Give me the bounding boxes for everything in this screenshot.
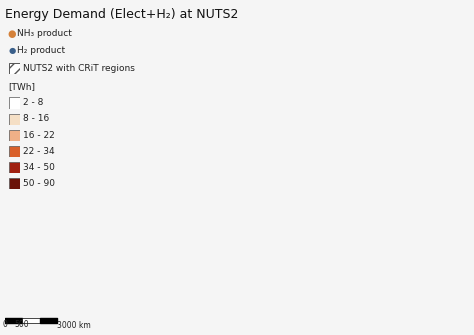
- Text: 0: 0: [2, 320, 7, 329]
- Text: 8 - 16: 8 - 16: [23, 115, 49, 123]
- Text: 3000 km: 3000 km: [57, 321, 91, 330]
- Text: H₂ product: H₂ product: [17, 47, 65, 55]
- Text: NUTS2 with CRiT regions: NUTS2 with CRiT regions: [23, 64, 135, 73]
- Text: 22 - 34: 22 - 34: [23, 147, 55, 155]
- Text: 34 - 50: 34 - 50: [23, 163, 55, 172]
- Text: 16 - 22: 16 - 22: [23, 131, 55, 139]
- Text: Energy Demand (Elect+H₂) at NUTS2: Energy Demand (Elect+H₂) at NUTS2: [5, 8, 238, 21]
- Text: 2 - 8: 2 - 8: [23, 98, 44, 107]
- Text: [TWh]: [TWh]: [9, 82, 36, 91]
- Text: NH₃ product: NH₃ product: [17, 29, 72, 38]
- Text: 50 - 90: 50 - 90: [23, 179, 55, 188]
- Text: ●: ●: [8, 47, 16, 55]
- Text: 500: 500: [15, 320, 29, 329]
- Text: ●: ●: [8, 28, 16, 39]
